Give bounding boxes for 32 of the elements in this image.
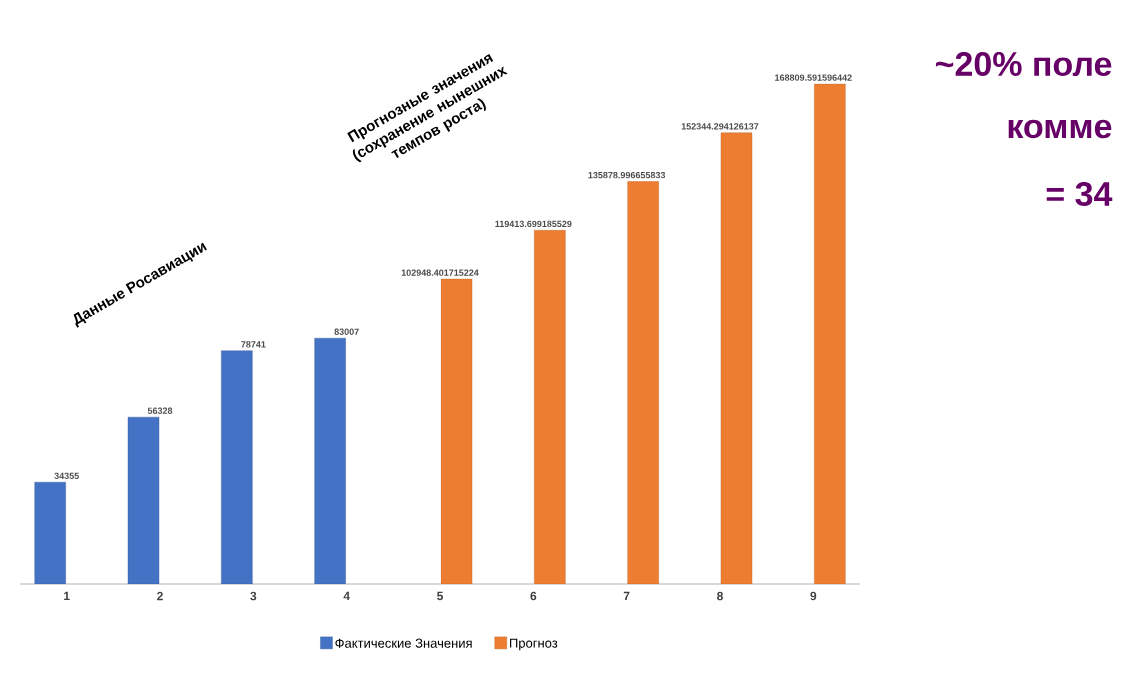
x-tick-label: 3 xyxy=(250,591,257,601)
text: ~20% поле xyxy=(935,51,1112,77)
bar xyxy=(127,416,160,584)
bar xyxy=(440,278,473,584)
data-label: 56328 xyxy=(147,407,173,414)
bar xyxy=(534,230,566,584)
x-tick-label: 7 xyxy=(623,591,630,601)
x-tick-label: 6 xyxy=(530,591,537,601)
text: = 34 xyxy=(1046,181,1113,207)
data-label: 152344.294126137 xyxy=(681,123,759,130)
data-label: 168809.591596442 xyxy=(775,74,852,81)
bar xyxy=(720,132,753,584)
x-tick-label: 5 xyxy=(437,591,443,601)
data-label: 119413.699185529 xyxy=(495,220,572,228)
x-tick-label: 4 xyxy=(343,591,350,601)
data-label: 34355 xyxy=(54,472,79,480)
bar xyxy=(627,181,659,584)
bar xyxy=(314,337,346,584)
x-tick-label: 2 xyxy=(157,591,163,601)
bar xyxy=(221,350,253,584)
data-label: 78741 xyxy=(241,341,266,348)
text: комме xyxy=(1008,119,1112,139)
bar xyxy=(34,482,66,584)
x-tick-label: 1 xyxy=(64,591,70,601)
legend-label: Прогноз xyxy=(510,638,558,651)
data-label: 83007 xyxy=(334,328,359,335)
data-label: 102948.401715224 xyxy=(401,269,479,276)
bar xyxy=(814,83,846,584)
legend-label: Фактические Значения xyxy=(335,638,472,648)
x-tick-label: 9 xyxy=(810,591,817,601)
data-label: 135878.996655833 xyxy=(588,171,666,179)
x-tick-label: 8 xyxy=(717,591,723,601)
